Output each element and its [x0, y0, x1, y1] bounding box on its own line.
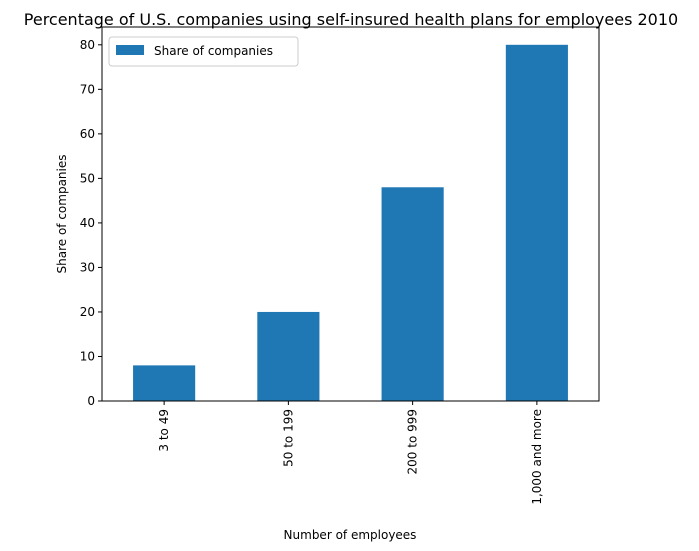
y-tick-label: 60 — [80, 127, 95, 141]
legend-label: Share of companies — [154, 44, 273, 58]
y-tick-label: 80 — [80, 38, 95, 52]
x-tick-label: 1,000 and more — [530, 409, 544, 505]
bar — [257, 311, 320, 401]
x-tick-label: 3 to 49 — [157, 409, 171, 452]
y-tick-label: 20 — [80, 305, 95, 319]
y-tick-label: 70 — [80, 82, 95, 96]
legend-box — [108, 36, 299, 67]
bar-series — [133, 44, 568, 402]
y-tick-label: 10 — [80, 349, 95, 363]
x-axis-label: Number of employees — [284, 528, 417, 542]
plot-frame — [101, 26, 600, 402]
bar — [133, 365, 196, 401]
x-axis-ticks: 3 to 49 50 to 199 200 to 999 1,000 and more — [157, 401, 544, 505]
bar — [381, 187, 444, 401]
y-axis-ticks: 0 10 20 30 40 50 60 70 80 — [80, 38, 102, 408]
y-axis-label: Share of companies — [55, 155, 69, 274]
x-tick-label: 200 to 999 — [406, 409, 420, 474]
bar — [505, 44, 568, 402]
chart-title: Percentage of U.S. companies using self-… — [24, 10, 678, 29]
y-tick-label: 0 — [87, 394, 95, 408]
legend: Share of companies — [108, 36, 299, 67]
y-tick-label: 30 — [80, 260, 95, 274]
y-tick-label: 50 — [80, 171, 95, 185]
x-tick-label: 50 to 199 — [281, 409, 295, 467]
y-tick-label: 40 — [80, 216, 95, 230]
legend-swatch — [116, 45, 144, 55]
